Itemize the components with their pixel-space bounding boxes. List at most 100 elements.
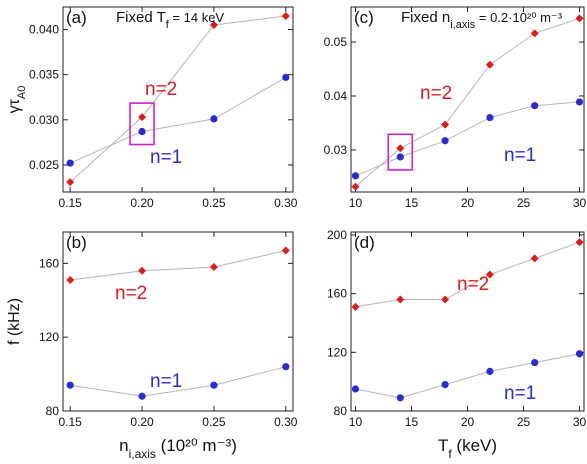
data-point-circle	[138, 392, 146, 400]
data-point-diamond	[530, 29, 539, 38]
x-tick-label: 10	[349, 196, 363, 210]
y-tick-label: 0.03	[324, 143, 348, 157]
data-point-circle	[210, 115, 218, 123]
x-tick-label: 0.20	[130, 415, 154, 429]
x-tick-label: 25	[517, 196, 531, 210]
data-point-circle	[282, 73, 290, 81]
panel-label: (c)	[354, 8, 374, 27]
x-axis-label-sub: i,axis	[129, 447, 156, 461]
y-axis-label-text: f (kHz)	[6, 298, 23, 345]
data-point-diamond	[441, 295, 450, 304]
x-axis-label-tail: (10²⁰ m⁻³)	[156, 436, 237, 455]
x-tick-label: 0.25	[202, 415, 226, 429]
series-line-n=1	[70, 366, 286, 397]
x-tick-label: 0.15	[59, 196, 83, 210]
x-tick-label: 10	[349, 415, 363, 429]
y-axis-label: γτA0	[6, 86, 28, 114]
data-point-circle	[486, 367, 494, 375]
data-point-circle	[282, 363, 290, 371]
y-tick-label: 0.05	[324, 35, 348, 49]
x-tick-label: 0.15	[59, 415, 83, 429]
panel-d: 10 15 20 25 30 80 120 160 200 n=2 n=1 (d) Tf (keV)	[327, 228, 587, 461]
data-point-diamond	[396, 295, 405, 304]
y-tick-label: 0.035	[29, 68, 59, 82]
panel-label: (d)	[354, 233, 375, 252]
series-annotation: n=2	[420, 83, 452, 104]
data-point-diamond	[441, 120, 450, 129]
series-line-n=2	[69, 15, 286, 183]
data-point-diamond	[138, 266, 147, 275]
series-line-n=2	[355, 17, 580, 187]
plot-frame	[350, 6, 585, 193]
series-line-n=1	[355, 101, 580, 177]
panel-a: 0.15 0.20 0.25 0.30 0.025 0.030 0.035 0.040 n=2 n…	[6, 6, 298, 210]
data-point-diamond	[351, 182, 360, 191]
data-point-diamond	[281, 246, 290, 255]
panel-title-main: Fixed n	[401, 9, 450, 26]
y-tick-label: 120	[39, 330, 59, 344]
x-tick-label: 0.30	[274, 196, 298, 210]
data-point-circle	[575, 350, 584, 358]
y-tick-label: 0.030	[29, 113, 59, 127]
panel-title-sub: i,axis	[450, 19, 476, 31]
y-axis-label-sub: A0	[16, 86, 28, 99]
y-tick-label: 0.025	[29, 158, 59, 172]
data-point-diamond	[396, 144, 405, 153]
x-tick-label: 0.30	[274, 415, 298, 429]
data-point-diamond	[485, 270, 494, 279]
panel-label: (b)	[66, 233, 87, 252]
data-point-circle	[575, 98, 584, 106]
highlight-box	[129, 102, 155, 146]
y-axis-label: f (kHz)	[6, 298, 23, 345]
panel-b: 0.15 0.20 0.25 0.30 80 120 160 n=2 n=1 (b) f (kHz)…	[6, 231, 298, 461]
y-tick-label: 120	[327, 345, 347, 359]
series-annotation: n=2	[457, 274, 489, 295]
data-point-diamond	[209, 21, 218, 30]
series-annotation: n=2	[145, 79, 177, 100]
x-axis-label-tail: (keV)	[452, 436, 497, 455]
y-tick-label: 200	[327, 228, 347, 242]
y-tick-label: 80	[334, 404, 348, 418]
panel-title: Fixed ni,axis = 0.2·10²⁰ m⁻³	[401, 9, 563, 31]
data-point-circle	[66, 159, 74, 167]
series-annotation: n=1	[504, 383, 536, 404]
data-point-circle	[441, 380, 449, 389]
series-annotation: n=1	[150, 371, 182, 392]
panel-title: Fixed Tf = 14 keV	[116, 9, 224, 31]
series-line-n=1	[69, 76, 287, 164]
y-axis-label-main: γτ	[6, 98, 23, 113]
x-axis-label-main: n	[119, 436, 128, 455]
x-axis-label-sub: f	[448, 447, 452, 461]
x-tick-label: 15	[405, 415, 419, 429]
panel-title-main: Fixed T	[116, 9, 166, 26]
x-axis-label-main: T	[438, 436, 448, 455]
data-point-diamond	[485, 60, 494, 69]
y-tick-label: 0.04	[324, 89, 348, 103]
plot-frame	[350, 231, 585, 412]
y-axis-label-main: f (kHz)	[6, 298, 23, 345]
x-tick-label: 20	[461, 196, 475, 210]
data-point-circle	[210, 381, 218, 389]
data-point-circle	[531, 102, 539, 110]
x-tick-label: 30	[573, 196, 587, 210]
x-tick-label: 15	[405, 196, 419, 210]
data-point-circle	[351, 385, 360, 393]
plot-frame	[62, 6, 294, 193]
series-annotation: n=1	[150, 147, 182, 168]
y-tick-label: 80	[46, 404, 60, 418]
data-point-circle	[396, 153, 404, 161]
data-point-diamond	[66, 178, 75, 187]
y-axis-label-text: γτA0	[6, 86, 28, 114]
data-point-circle	[531, 358, 539, 367]
y-tick-label: 160	[39, 256, 59, 270]
x-axis-label: Tf (keV)	[438, 436, 497, 461]
data-point-circle	[486, 113, 494, 122]
panel-title-tail: = 14 keV	[169, 10, 225, 25]
data-point-circle	[66, 381, 74, 389]
data-point-circle	[396, 394, 404, 402]
x-tick-label: 0.20	[130, 196, 154, 210]
data-point-diamond	[281, 12, 290, 21]
series-line-n=2	[355, 241, 580, 308]
x-axis-label: ni,axis (10²⁰ m⁻³)	[119, 436, 237, 461]
x-tick-label: 20	[461, 415, 475, 429]
